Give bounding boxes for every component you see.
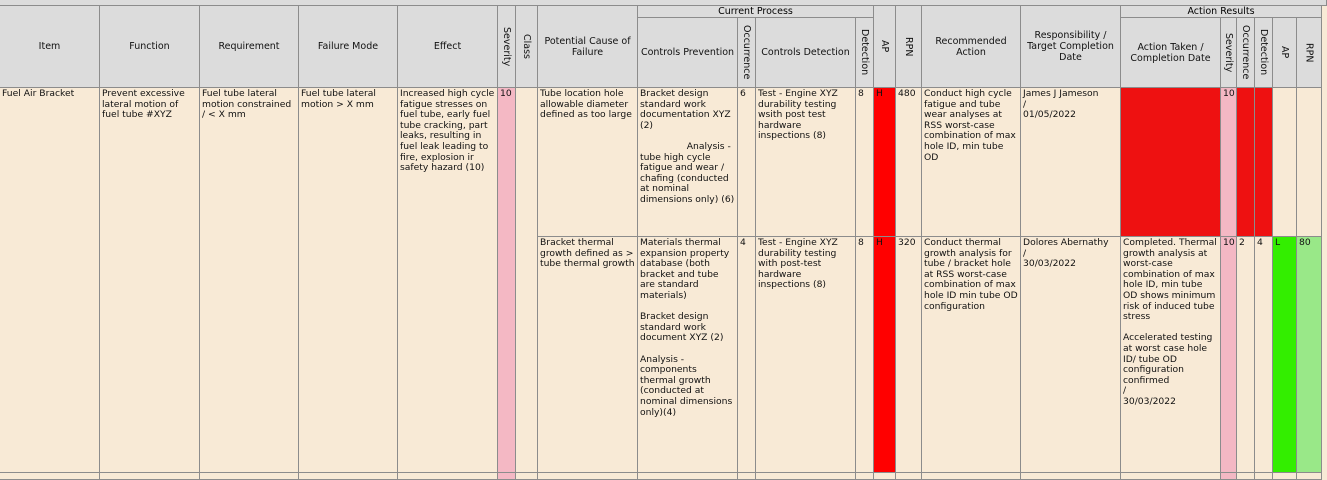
group-header: Current Process	[638, 6, 874, 18]
cell	[896, 473, 922, 480]
column-header: Occurrence	[1237, 18, 1255, 88]
cell: Bracket thermal growth defined as > tube…	[538, 237, 638, 473]
column-header: AP	[1273, 18, 1297, 88]
cell	[498, 473, 516, 480]
cell: H	[874, 237, 896, 473]
cell: Prevent excessive lateral motion of fuel…	[100, 88, 200, 473]
cell	[200, 473, 299, 480]
cell	[0, 473, 100, 480]
cell: 80	[1297, 237, 1322, 473]
cell: 6	[738, 88, 756, 237]
cell	[756, 473, 856, 480]
cell: 8	[856, 237, 874, 473]
cell	[516, 473, 538, 480]
cell: 2	[1237, 237, 1255, 473]
cell: Conduct high cycle fatigue and tube wear…	[922, 88, 1021, 237]
column-header: Effect	[398, 6, 498, 88]
cell	[922, 473, 1021, 480]
cell: Completed. Thermal growth analysis at wo…	[1121, 237, 1221, 473]
column-header: Occurrence	[738, 18, 756, 88]
cell	[638, 473, 738, 480]
column-header: Function	[100, 6, 200, 88]
cell	[1255, 473, 1273, 480]
cell: Fuel tube lateral motion > X mm	[299, 88, 398, 473]
column-header: Detection	[1255, 18, 1273, 88]
column-header: Detection	[856, 18, 874, 88]
cell	[1297, 88, 1322, 237]
cell	[1273, 88, 1297, 237]
cell: Conduct thermal growth analysis for tube…	[922, 237, 1021, 473]
cell	[1121, 473, 1221, 480]
cell	[1237, 88, 1255, 237]
cell: Test - Engine XYZ durability testing wit…	[756, 237, 856, 473]
column-header: Requirement	[200, 6, 299, 88]
cell: Test - Engine XYZ durability testing wsi…	[756, 88, 856, 237]
cell: Bracket design standard work documentati…	[638, 88, 738, 237]
cell: Dolores Abernathy / 30/03/2022	[1021, 237, 1121, 473]
cell: 8	[856, 88, 874, 237]
cell	[1255, 88, 1273, 237]
cell	[1121, 88, 1221, 237]
cell: Materials thermal expansion property dat…	[638, 237, 738, 473]
cell	[1221, 473, 1237, 480]
cell	[1297, 473, 1322, 480]
column-header: RPN	[1297, 18, 1322, 88]
cell: 320	[896, 237, 922, 473]
cell: H	[874, 88, 896, 237]
column-header: Severity	[498, 6, 516, 88]
column-header: Responsibility / Target Completion Date	[1021, 6, 1121, 88]
cell	[398, 473, 498, 480]
cell: Increased high cycle fatigue stresses on…	[398, 88, 498, 473]
group-header: Action Results	[1121, 6, 1322, 18]
cell: James J Jameson / 01/05/2022	[1021, 88, 1121, 237]
cell: 4	[1255, 237, 1273, 473]
cell	[856, 473, 874, 480]
column-header: Recommended Action	[922, 6, 1021, 88]
cell	[874, 473, 896, 480]
cell	[738, 473, 756, 480]
column-header: Class	[516, 6, 538, 88]
cell: 10	[1221, 88, 1237, 237]
cell: 480	[896, 88, 922, 237]
cell	[516, 88, 538, 473]
cell: 4	[738, 237, 756, 473]
column-header: RPN	[896, 6, 922, 88]
column-header: Action Taken / Completion Date	[1121, 18, 1221, 88]
cell: Fuel Air Bracket	[0, 88, 100, 473]
cell: Fuel tube lateral motion constrained / <…	[200, 88, 299, 473]
column-header: Controls Detection	[756, 18, 856, 88]
column-header: AP	[874, 6, 896, 88]
cell	[100, 473, 200, 480]
column-header: Severity	[1221, 18, 1237, 88]
column-header: Potential Cause of Failure	[538, 6, 638, 88]
cell	[538, 473, 638, 480]
cell: 10	[1221, 237, 1237, 473]
column-header: Failure Mode	[299, 6, 398, 88]
cell	[1021, 473, 1121, 480]
cell	[299, 473, 398, 480]
cell: Tube location hole allowable diameter de…	[538, 88, 638, 237]
column-header: Item	[0, 6, 100, 88]
cell	[1237, 473, 1255, 480]
cell: L	[1273, 237, 1297, 473]
cell: 10	[498, 88, 516, 473]
column-header: Controls Prevention	[638, 18, 738, 88]
cell	[1273, 473, 1297, 480]
